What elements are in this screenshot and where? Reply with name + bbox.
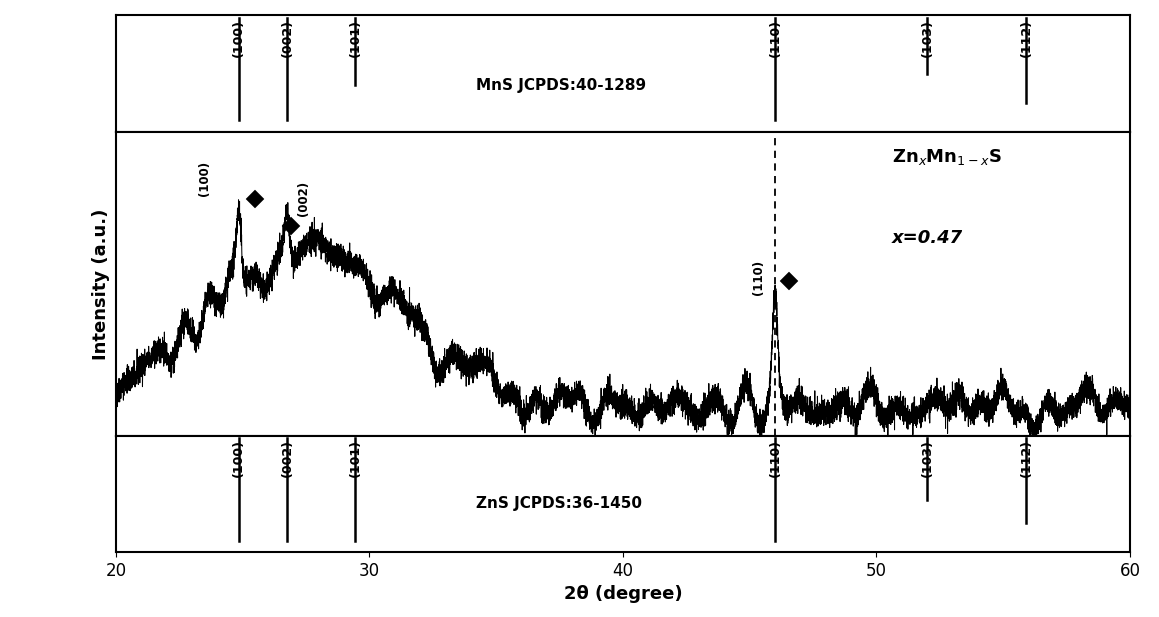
Text: Zn$_x$Mn$_{1-x}$S: Zn$_x$Mn$_{1-x}$S — [891, 147, 1001, 167]
Text: (002): (002) — [297, 181, 309, 216]
Y-axis label: Intensity (a.u.): Intensity (a.u.) — [93, 208, 110, 360]
Text: x=0.47: x=0.47 — [891, 229, 963, 247]
Text: (112): (112) — [1020, 439, 1033, 477]
Text: (002): (002) — [280, 439, 293, 477]
Text: (101): (101) — [349, 19, 362, 57]
Text: (112): (112) — [1020, 19, 1033, 57]
Text: ZnS JCPDS:36-1450: ZnS JCPDS:36-1450 — [476, 495, 642, 511]
Text: (100): (100) — [198, 161, 211, 196]
Text: (110): (110) — [768, 19, 781, 57]
Text: (110): (110) — [768, 439, 781, 477]
Text: (103): (103) — [920, 19, 934, 57]
Text: (110): (110) — [752, 260, 765, 295]
Text: MnS JCPDS:40-1289: MnS JCPDS:40-1289 — [476, 78, 646, 93]
Text: (100): (100) — [232, 19, 246, 57]
Text: (002): (002) — [280, 19, 293, 57]
Text: (101): (101) — [349, 439, 362, 477]
Text: (100): (100) — [232, 439, 246, 477]
X-axis label: 2θ (degree): 2θ (degree) — [563, 586, 683, 603]
Text: (103): (103) — [920, 439, 934, 477]
